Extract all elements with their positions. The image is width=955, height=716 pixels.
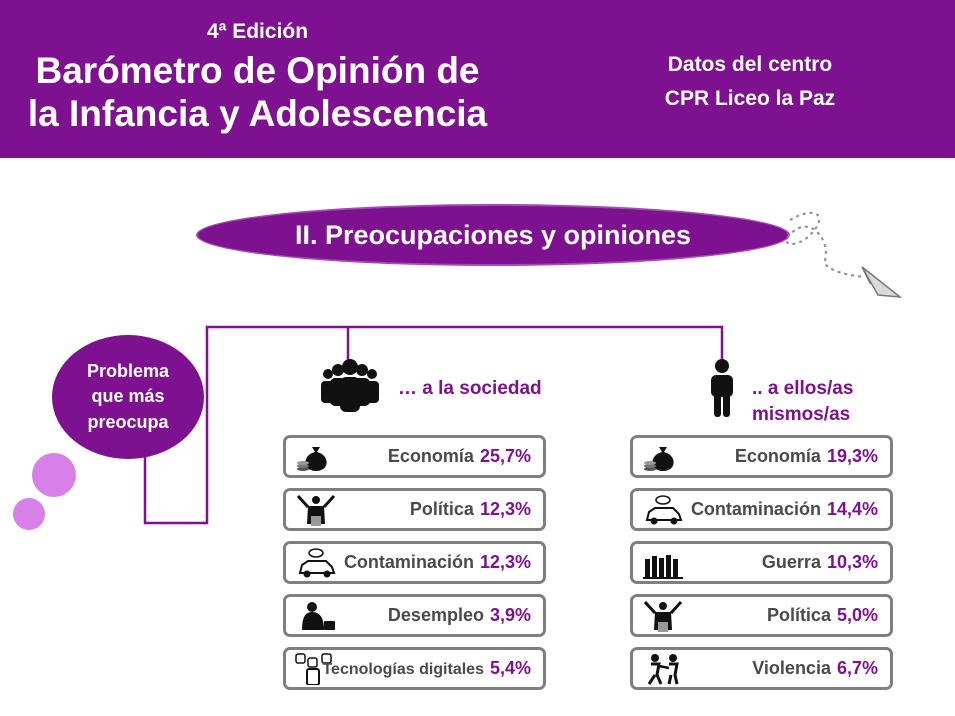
- money-bag-icon: [644, 447, 674, 471]
- item-percent: 19,3%: [826, 446, 878, 466]
- polluting-car-icon: [298, 548, 336, 578]
- item-name: Política: [766, 605, 831, 625]
- society-item-tecnologias: Tecnologías digitales 5,4%: [283, 647, 546, 690]
- item-name: Contaminación: [690, 499, 821, 519]
- item-name: Política: [409, 499, 474, 519]
- center-name: CPR Liceo la Paz: [664, 86, 836, 110]
- unemployed-person-icon: [302, 602, 335, 630]
- item-percent: 12,3%: [479, 499, 531, 519]
- title-line-1: Barómetro de Opinión de: [35, 50, 480, 91]
- item-percent: 25,7%: [479, 446, 531, 466]
- header-banner: 4ª Edición Barómetro de Opinión de la In…: [0, 0, 955, 158]
- self-label-line-2: mismos/as: [752, 403, 851, 425]
- item-name: Economía: [387, 446, 474, 466]
- polluting-car-icon: [645, 495, 683, 525]
- self-item-contaminacion: Contaminación 14,4%: [630, 488, 893, 531]
- single-person-icon: [711, 359, 733, 417]
- violence-icon: [647, 654, 679, 685]
- item-name: Contaminación: [343, 552, 474, 572]
- center-info: Datos del centro CPR Liceo la Paz: [610, 48, 890, 115]
- decorative-dot: [32, 453, 76, 497]
- title-line-2: la Infancia y Adolescencia: [27, 92, 488, 134]
- money-bag-icon: [297, 447, 327, 471]
- item-percent: 5,4%: [489, 658, 531, 678]
- self-label: .. a ellos/as mismos/as: [752, 376, 853, 427]
- society-item-politica: Política 12,3%: [283, 488, 546, 531]
- war-soldiers-icon: [643, 555, 683, 579]
- self-item-guerra: Guerra 10,3%: [630, 541, 893, 584]
- society-label: … a la sociedad: [398, 378, 542, 399]
- item-name: Desempleo: [387, 605, 484, 625]
- self-label-line-1: .. a ellos/as: [752, 378, 854, 399]
- bubble-line-1: Problema: [86, 361, 170, 382]
- society-item-economia: Economía 25,7%: [283, 435, 546, 478]
- item-name: Violencia: [752, 658, 831, 678]
- center-label: Datos del centro: [667, 53, 833, 76]
- item-name: Guerra: [761, 552, 821, 572]
- group-people-icon: [321, 359, 379, 412]
- bubble-line-3: preocupa: [87, 411, 169, 432]
- item-name: Tecnologías digitales: [322, 661, 484, 678]
- decorative-dot-small: [13, 498, 45, 530]
- edition-label: 4ª Edición: [206, 20, 309, 43]
- question-bubble: Problema que más preocupa: [52, 335, 204, 459]
- item-name: Economía: [734, 446, 821, 466]
- item-percent: 3,9%: [489, 605, 531, 625]
- society-item-contaminacion: Contaminación 12,3%: [283, 541, 546, 584]
- self-item-politica: Política 5,0%: [630, 594, 893, 637]
- item-percent: 5,0%: [836, 605, 878, 625]
- society-item-desempleo: Desempleo 3,9%: [283, 594, 546, 637]
- politician-icon: [643, 600, 683, 632]
- politician-icon: [296, 494, 336, 526]
- item-percent: 14,4%: [826, 499, 878, 519]
- item-percent: 10,3%: [826, 552, 878, 572]
- item-percent: 12,3%: [479, 552, 531, 572]
- phone-social-media-icon: [295, 653, 332, 685]
- self-item-economia: Economía 19,3%: [630, 435, 893, 478]
- bubble-line-2: que más: [91, 386, 165, 407]
- item-percent: 6,7%: [836, 658, 878, 678]
- self-item-violencia: Violencia 6,7%: [630, 647, 893, 690]
- page-title: Barómetro de Opinión de la Infancia y Ad…: [0, 50, 515, 136]
- paper-plane-icon: [785, 211, 903, 298]
